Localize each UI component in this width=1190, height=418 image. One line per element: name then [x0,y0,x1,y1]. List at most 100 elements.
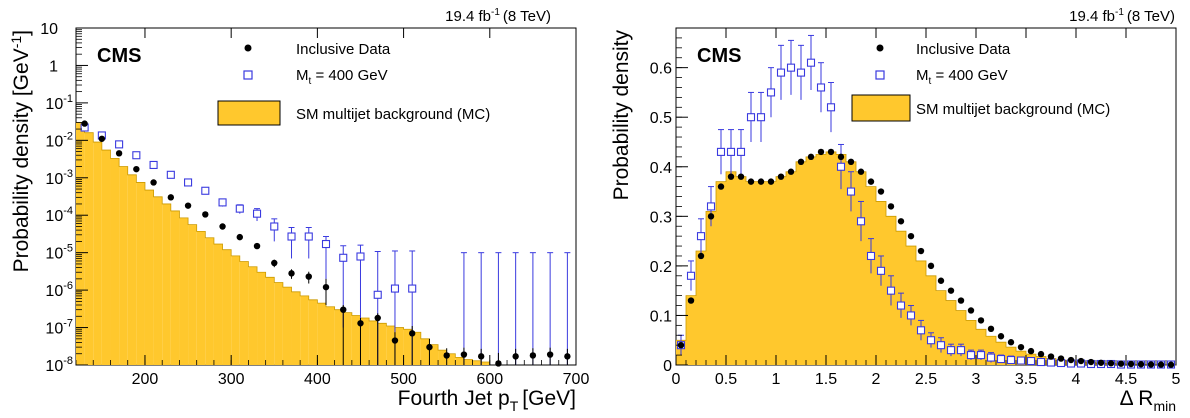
left-data-point [115,150,123,157]
left-y-tick-label: 1 [49,58,58,75]
right-data-point [737,173,745,180]
left-signal-point [356,252,365,261]
right-bkg-bin [806,156,816,365]
right-signal-point [736,147,746,156]
right-signal-point [786,63,796,72]
left-legend-data-label: Inclusive Data [296,41,391,58]
left-data-point [495,360,502,367]
right-y-tick-label: 0.2 [650,259,672,276]
left-x-tick-label: 500 [390,371,417,388]
left-legend-signal-label: Mt = 400 GeV [296,67,388,87]
left-bkg-outline [76,122,490,363]
left-bkg-bin [136,182,145,365]
right-bkg-bin [836,154,846,365]
left-x-tick-label: 300 [218,371,245,388]
left-signal-point [218,198,227,207]
right-data-point [687,297,695,304]
left-data-point [202,211,209,218]
right-bkg-bin [916,260,926,365]
left-bkg-bin [463,359,473,365]
right-data-point [1117,360,1125,367]
right-data-point [747,178,755,185]
left-bkg-bin [179,217,189,365]
right-y-tick-label: 0.1 [650,308,672,325]
right-data-point [757,178,765,185]
left-bkg-bin [412,332,421,365]
right-data-series [677,148,1175,368]
right-x-axis-label: Δ Rmin [1120,387,1176,414]
right-data-point [1127,360,1135,368]
right-data-point [697,252,705,260]
right-bkg-bin [826,151,836,365]
left-legend-bkg-label: SM multijet background (MC) [296,106,490,123]
left-data-point [219,223,226,230]
left-x-tick-label: 700 [563,371,590,388]
right-data-point [877,188,885,195]
right-signal-point [846,187,856,196]
right-y-axis-label: Probability density [610,30,633,201]
right-signal-point [1026,356,1036,366]
left-bkg-bin [93,142,102,365]
left-signal-point [115,140,124,149]
left-bkg-bin [455,357,464,365]
left-bkg-bin [369,320,378,365]
left-bkg-bin [351,315,361,365]
right-data-point [847,158,855,166]
left-bkg-bin [153,196,163,365]
right-data-point [817,148,825,156]
right-signal-point [966,351,976,360]
right-data-point [1017,343,1025,351]
left-y-tick-label: 10-5 [45,243,73,263]
left-bkg-bin [144,190,154,365]
right-legend-signal-marker [875,70,885,80]
right-legend-bkg-label: SM multijet background (MC) [916,101,1110,118]
left-bkg-bin [403,329,413,365]
left-signal-point [201,186,210,195]
left-signal-point [252,209,262,218]
left-y-tick-label: 10-8 [45,355,73,375]
right-signal-series [676,34,1176,369]
right-bkg-bin [866,186,876,365]
left-data-point [340,306,347,313]
right-data-point [997,333,1005,340]
right-signal-point [876,266,886,275]
right-legend-data-label: Inclusive Data [916,41,1011,58]
left-bkg-bin [274,282,283,365]
left-signal-point [184,178,193,187]
left-bkg-bin [101,150,111,365]
left-data-point [322,283,330,291]
left-y-tick-label: 10-2 [45,130,73,150]
right-bkg-bin [746,181,756,365]
right-data-point [777,173,785,180]
left-signal-point [373,290,382,299]
right-x-axis-ticks: 0 0.5 1 1.5 2 2.5 3 3.5 4 4.5 5 [672,28,1181,388]
right-data-point [1057,355,1065,362]
left-bkg-bin [84,132,94,365]
left-data-point [288,270,295,277]
right-data-point [1077,357,1085,365]
left-signal-point [408,284,417,293]
right-data-point [707,213,715,220]
right-y-tick-label: 0 [663,358,672,375]
right-data-point [987,325,995,333]
right-data-point [1097,359,1105,366]
left-chart-panel: 19.4 fb-1 (8 TeV) 200 300 400 500 600 700 10-8… [8,7,589,414]
right-signal-point [816,83,826,92]
left-bkg-bin [282,287,292,365]
right-legend: Inclusive Data Mt = 400 GeV SM multijet … [851,41,1110,122]
right-data-point [837,153,845,161]
right-signal-point [896,301,906,310]
left-bkg-bin [326,306,335,365]
left-bkg-bin [119,166,128,365]
right-bkg-bin [986,336,996,365]
right-data-point [977,317,985,324]
right-signal-point [856,217,866,226]
left-data-point [357,320,364,327]
right-data-point [1087,358,1095,366]
left-data-point [305,273,312,280]
right-signal-point [686,271,696,280]
right-x-tick-label: 0.5 [715,371,737,388]
left-data-point [512,353,519,360]
right-signal-point [706,202,716,211]
left-data-point [409,330,416,337]
